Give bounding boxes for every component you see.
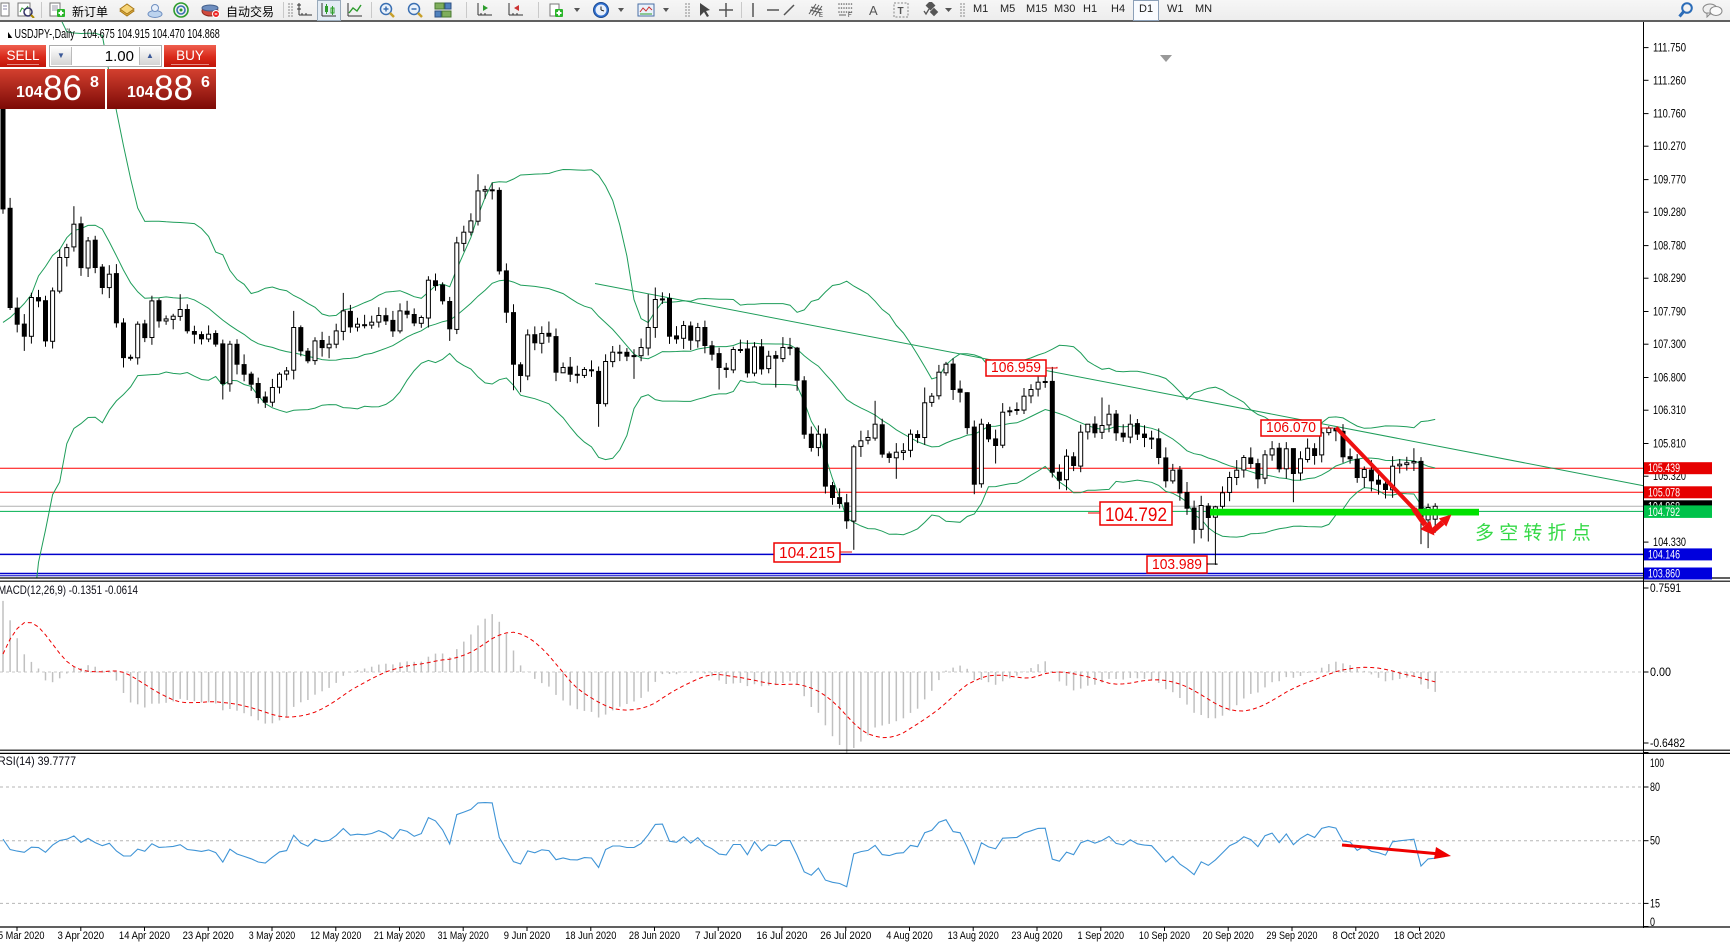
svg-text:18 Oct 2020: 18 Oct 2020	[1394, 930, 1445, 942]
svg-text:E: E	[819, 13, 823, 18]
svg-text:80: 80	[1650, 780, 1660, 794]
svg-text:4 Aug 2020: 4 Aug 2020	[886, 930, 933, 942]
svg-text:100: 100	[1650, 756, 1664, 770]
svg-text:107.300: 107.300	[1653, 337, 1686, 351]
svg-text:23 Aug 2020: 23 Aug 2020	[1011, 930, 1062, 942]
svg-text:F: F	[848, 13, 852, 18]
svg-text:109.280: 109.280	[1653, 205, 1686, 219]
svg-text:103.989: 103.989	[1152, 556, 1202, 573]
svg-text:10 Sep 2020: 10 Sep 2020	[1139, 930, 1190, 942]
svg-text:0.7591: 0.7591	[1650, 581, 1681, 595]
svg-text:3 May 2020: 3 May 2020	[249, 930, 296, 942]
svg-text:0.00: 0.00	[1650, 665, 1671, 679]
svg-text:3 Apr 2020: 3 Apr 2020	[58, 930, 105, 942]
svg-text:106.310: 106.310	[1653, 403, 1686, 417]
svg-text:29 Sep 2020: 29 Sep 2020	[1266, 930, 1317, 942]
svg-text:多空转折点: 多空转折点	[1475, 522, 1596, 544]
svg-text:1 Sep 2020: 1 Sep 2020	[1078, 930, 1125, 942]
svg-text:107.790: 107.790	[1653, 305, 1686, 319]
svg-text:110.270: 110.270	[1653, 139, 1686, 153]
svg-text:8 Oct 2020: 8 Oct 2020	[1333, 930, 1380, 942]
svg-text:111.750: 111.750	[1653, 41, 1686, 55]
svg-text:15: 15	[1650, 896, 1660, 910]
svg-text:0: 0	[1650, 915, 1655, 929]
svg-text:16 Jul 2020: 16 Jul 2020	[756, 930, 807, 942]
svg-text:7 Jul 2020: 7 Jul 2020	[695, 930, 742, 942]
svg-text:105.439: 105.439	[1648, 463, 1680, 475]
svg-text:28 Jun 2020: 28 Jun 2020	[629, 930, 680, 942]
svg-text:111.260: 111.260	[1653, 73, 1686, 87]
svg-text:-0.6482: -0.6482	[1650, 736, 1685, 750]
svg-text:26 Jul 2020: 26 Jul 2020	[820, 930, 871, 942]
svg-text:50: 50	[1650, 834, 1660, 848]
svg-text:T: T	[898, 6, 904, 17]
svg-text:104.330: 104.330	[1653, 535, 1686, 549]
svg-text:108.290: 108.290	[1653, 271, 1686, 285]
svg-text:103.860: 103.860	[1648, 569, 1680, 581]
svg-text:106.800: 106.800	[1653, 371, 1686, 385]
svg-text:108.780: 108.780	[1653, 239, 1686, 253]
svg-text:RSI(14) 39.7777: RSI(14) 39.7777	[0, 754, 76, 768]
svg-text:23 Apr 2020: 23 Apr 2020	[183, 930, 234, 942]
svg-text:104.215: 104.215	[779, 545, 835, 562]
svg-text:13 Aug 2020: 13 Aug 2020	[948, 930, 999, 942]
svg-text:104.792: 104.792	[1648, 507, 1680, 519]
svg-text:12 May 2020: 12 May 2020	[310, 930, 361, 942]
svg-text:106.959: 106.959	[991, 359, 1041, 376]
svg-text:21 May 2020: 21 May 2020	[374, 930, 425, 942]
svg-text:106.070: 106.070	[1266, 419, 1316, 436]
svg-text:104.146: 104.146	[1648, 549, 1680, 561]
svg-text:31 May 2020: 31 May 2020	[438, 930, 489, 942]
svg-text:14 Apr 2020: 14 Apr 2020	[119, 930, 170, 942]
svg-text:109.770: 109.770	[1653, 173, 1686, 187]
svg-text:MACD(12,26,9) -0.1351 -0.0614: MACD(12,26,9) -0.1351 -0.0614	[0, 583, 138, 597]
svg-text:105.078: 105.078	[1648, 487, 1680, 499]
svg-text:18 Jun 2020: 18 Jun 2020	[565, 930, 616, 942]
svg-text:105.810: 105.810	[1653, 437, 1686, 451]
svg-text:110.760: 110.760	[1653, 107, 1686, 121]
svg-text:104.792: 104.792	[1105, 505, 1167, 526]
svg-text:5 Mar 2020: 5 Mar 2020	[0, 930, 45, 942]
svg-text:9 Jun 2020: 9 Jun 2020	[504, 930, 551, 942]
svg-text:20 Sep 2020: 20 Sep 2020	[1203, 930, 1254, 942]
